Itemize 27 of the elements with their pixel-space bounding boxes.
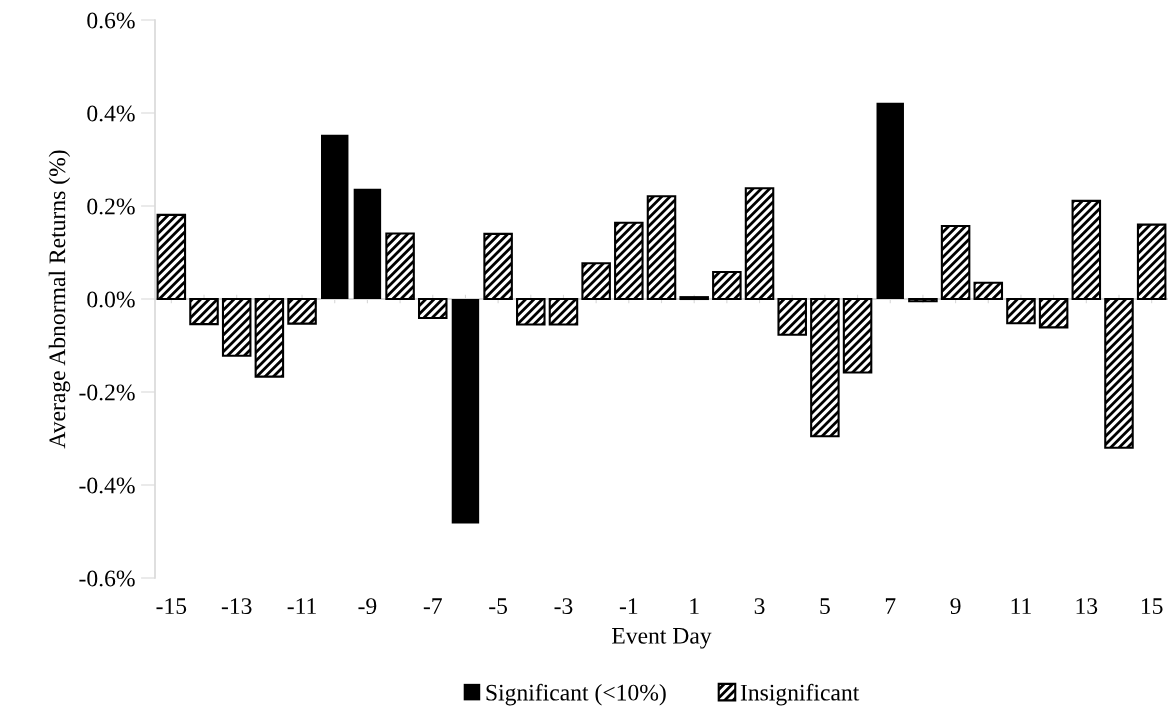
y-axis-title: Average Abnormal Returns (%) — [48, 150, 71, 449]
x-tick-label: -15 — [156, 598, 187, 615]
y-tick-label: -0.2% — [79, 384, 135, 401]
x-tick-label: 15 — [1141, 598, 1163, 615]
x-tick-label: -5 — [489, 598, 508, 615]
x-tick-label: 7 — [885, 598, 896, 614]
x-tick-label: -11 — [287, 598, 316, 614]
x-tick-label: -3 — [554, 598, 573, 615]
legend-label: Insignificant — [740, 683, 860, 706]
x-tick-label: -7 — [423, 598, 442, 614]
x-tick-label: -13 — [221, 598, 252, 615]
x-tick-label: 5 — [820, 598, 830, 615]
x-tick-label: 11 — [1011, 598, 1031, 614]
y-tick-label: 0.0% — [87, 291, 135, 308]
y-tick-label: 0.2% — [87, 198, 135, 215]
y-tick-label: -0.6% — [79, 570, 135, 587]
y-tick-label: -0.4% — [79, 477, 135, 494]
x-tick-label: 13 — [1076, 598, 1098, 615]
x-tick-label: 1 — [690, 598, 699, 614]
x-tick-label: -1 — [619, 598, 638, 614]
x-tick-label: -9 — [358, 598, 377, 615]
x-tick-label: 3 — [754, 598, 765, 615]
x-tick-label: 9 — [950, 598, 961, 615]
legend-label: Significant (<10%) — [486, 683, 666, 706]
y-tick-label: 0.4% — [87, 105, 135, 122]
y-tick-label: 0.6% — [87, 12, 135, 29]
x-axis-title: Event Day — [612, 628, 712, 649]
